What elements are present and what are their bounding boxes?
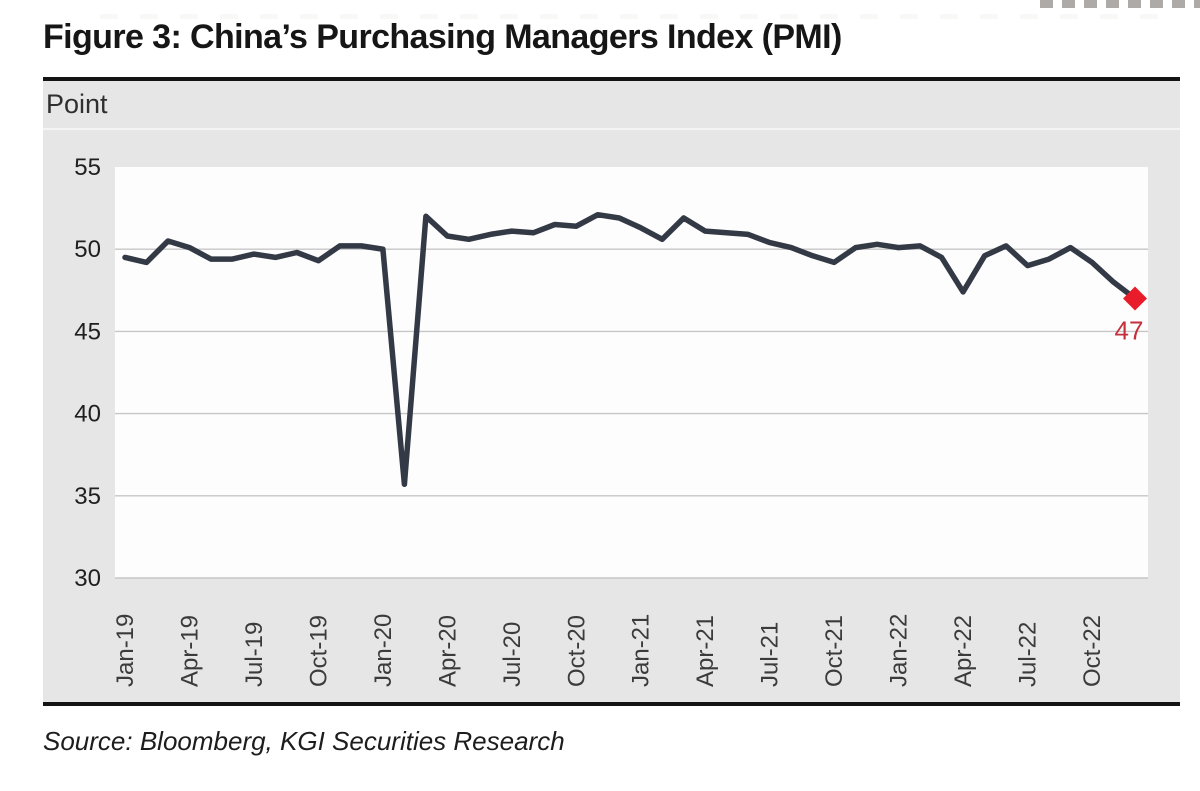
y-tick-label: 50 (74, 236, 101, 263)
plot-area (115, 167, 1148, 578)
x-tick-label: Jul-22 (1015, 622, 1042, 687)
source-text: Source: Bloomberg, KGI Securities Resear… (43, 726, 565, 756)
x-tick-label: Jan-21 (628, 614, 655, 687)
pmi-line-chart: 55 50 45 40 35 30 Jan-19 Apr-19 Jul-19 Oct-19 Jan-… (74, 154, 1148, 687)
figure-title: Figure 3: China’s Purchasing Managers In… (43, 18, 842, 56)
screenshot-edge-artifact-faint (100, 14, 1160, 19)
y-tick-label: 40 (74, 401, 101, 428)
pmi-line (122, 211, 1138, 488)
x-tick-label: Apr-19 (176, 615, 203, 687)
x-tick-label: Apr-21 (692, 615, 719, 687)
bottom-divider-rule (43, 702, 1180, 706)
x-tick-label: Jan-22 (886, 614, 913, 687)
x-tick-label: Oct-20 (563, 615, 590, 687)
last-point-marker (1123, 286, 1147, 311)
y-axis-title: Point (46, 89, 108, 119)
x-tick-label: Jul-21 (757, 622, 784, 687)
y-tick-label: 45 (74, 318, 101, 345)
x-tick-label: Oct-19 (305, 615, 332, 687)
last-point-value-label: 47 (1115, 316, 1144, 346)
x-tick-label: Oct-21 (821, 615, 848, 687)
chart-panel: Point 55 50 45 40 35 30 Jan-19 Apr-19 Jul-19 Oct-… (43, 81, 1180, 702)
y-tick-label: 35 (74, 483, 101, 510)
screenshot-edge-artifact (1040, 0, 1200, 8)
x-tick-label: Oct-22 (1079, 615, 1106, 687)
x-tick-label: Jan-20 (370, 614, 397, 687)
x-tick-label: Jul-20 (499, 622, 526, 687)
panel-separator-line (43, 128, 1180, 130)
x-tick-label: Jul-19 (241, 622, 268, 687)
y-tick-label: 30 (74, 565, 101, 592)
x-tick-label: Apr-20 (434, 615, 461, 687)
y-tick-label: 55 (74, 154, 101, 181)
x-tick-label: Apr-22 (950, 615, 977, 687)
x-tick-label: Jan-19 (112, 614, 139, 687)
title-divider-rule (43, 77, 1180, 81)
